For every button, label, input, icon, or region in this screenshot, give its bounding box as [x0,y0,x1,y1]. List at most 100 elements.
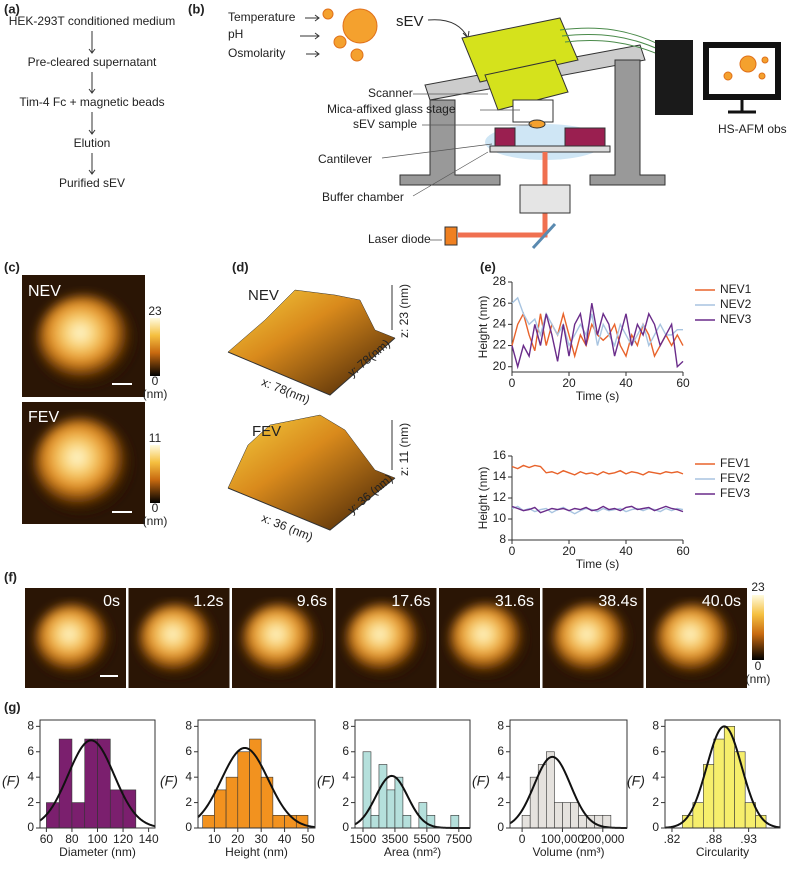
series-line [511,464,684,476]
flow-step: Elution [74,136,111,150]
colorbar-max: 23 [148,304,162,318]
histogram-bar [249,738,262,829]
colorbar-unit: (nm) [143,514,168,528]
fit-curve [509,755,628,829]
fit-curve [664,725,781,829]
x-tick-label: 60 [676,544,690,558]
afm-particle [138,604,215,676]
histogram-bar [225,776,239,829]
y-tick-label: 0 [652,820,659,834]
label: Laser diode [368,232,431,246]
flow-step: Pre-cleared supernatant [28,55,157,69]
panel-label: (c) [4,259,20,274]
histogram-bar [214,789,227,829]
x-tick-label: 10 [208,832,222,846]
condition: pH [228,27,243,41]
x-axis-label: Height (nm) [225,845,288,859]
screen [709,48,775,94]
histogram-bar [713,738,725,829]
timestamp: 40.0s [702,593,741,610]
x-tick-label: 20 [562,544,576,558]
y-tick-label: 4 [342,769,349,783]
screen-particles [723,55,769,81]
y-tick-label: 26 [493,295,507,309]
flow-step: Tim-4 Fc + magnetic beads [19,95,164,109]
x-tick-label: 7500 [445,832,472,846]
x-tick-label: 60 [676,376,690,390]
x-tick-label: 200,000 [581,832,625,846]
plot-frame [664,719,781,829]
x-axis-label: Time (s) [576,389,620,403]
afm-3d: NEV x: 78(nm) y: 78(nm) z: 23 (nm) FEV x… [227,284,411,544]
timestamp: 0s [103,593,120,610]
histogram-bar [272,814,285,829]
histogram-bar [554,802,563,829]
fit-curve [197,746,316,829]
label: Mica-affixed glass stage [327,102,456,116]
x-axis-label: Volume (nm³) [532,845,604,859]
y-tick-label: 8 [27,719,34,733]
hs-afm-diagram: Temperature pH Osmolarity sEV Scanner Mi… [228,8,787,250]
flow: HEK-293T conditioned medium Pre-cleared … [9,14,176,190]
y-tick-label: 6 [185,744,192,758]
colorbar-max: 11 [149,431,162,445]
histogram-bar [122,789,137,829]
colorbar-min: 0 [755,659,762,673]
y-axis-label: (F) [627,773,645,789]
y-tick-label: 20 [493,359,507,373]
x-tick-label: .93 [740,832,757,846]
y-tick-label: 8 [497,719,504,733]
legend-label: NEV3 [720,312,752,326]
computer [655,40,693,115]
y-tick-label: 0 [27,820,34,834]
colorbar-min: 0 [152,374,159,388]
condition: Temperature [228,10,296,24]
x-tick-label: 3500 [382,832,409,846]
legend-label: FEV3 [720,486,750,500]
histogram-bar [84,738,98,829]
frame [589,59,666,186]
timestamp: 31.6s [495,593,534,610]
fit-curve [39,739,156,828]
label: Cantilever [318,152,372,166]
surface [227,289,396,396]
y-tick-label: 6 [497,744,504,758]
histogram-bar [58,738,73,829]
sev-particles [322,8,378,62]
holder [564,127,606,147]
condition: Osmolarity [228,46,285,60]
x-axis-label: Area (nm²) [384,845,441,859]
arrow [427,19,470,40]
legend-label: NEV2 [720,297,752,311]
afm-particle [345,604,422,676]
histogram-bar [546,751,555,829]
y-tick-label: 12 [493,490,507,504]
y-tick-label: 6 [27,744,34,758]
y-axis-label: (F) [160,773,178,789]
label: Scanner [368,86,413,100]
y-tick-label: 8 [185,719,192,733]
chart: 10 20 30 40 50 0 2 4 6 8 Height (nm) (F) [160,719,316,859]
axis-3d-label: z: 11 (nm) [397,423,411,476]
panel-label: (d) [232,259,249,274]
x-tick-label: 60 [40,832,54,846]
legend-label: FEV1 [720,456,750,470]
timestamp: 1.2s [193,593,223,610]
axes [511,456,683,541]
timestamp: 17.6s [391,593,430,610]
x-axis-label: Time (s) [576,557,620,571]
surface-label: FEV [252,423,281,440]
y-tick-label: 8 [652,719,659,733]
label: Buffer chamber [322,190,404,204]
cables [559,27,661,56]
x-tick-label: 30 [255,832,269,846]
y-tick-label: 14 [493,469,507,483]
y-tick-label: 16 [493,448,507,462]
x-tick-label: 100,000 [541,832,585,846]
plot-frame [39,719,156,829]
optics [519,184,571,214]
flow-step: HEK-293T conditioned medium [9,14,176,28]
x-axis-label: Diameter (nm) [59,845,136,859]
histogram-bar [418,802,428,829]
chart: 1500 3500 5500 7500 0 2 4 6 8 Area (nm²) (F) [317,719,472,860]
